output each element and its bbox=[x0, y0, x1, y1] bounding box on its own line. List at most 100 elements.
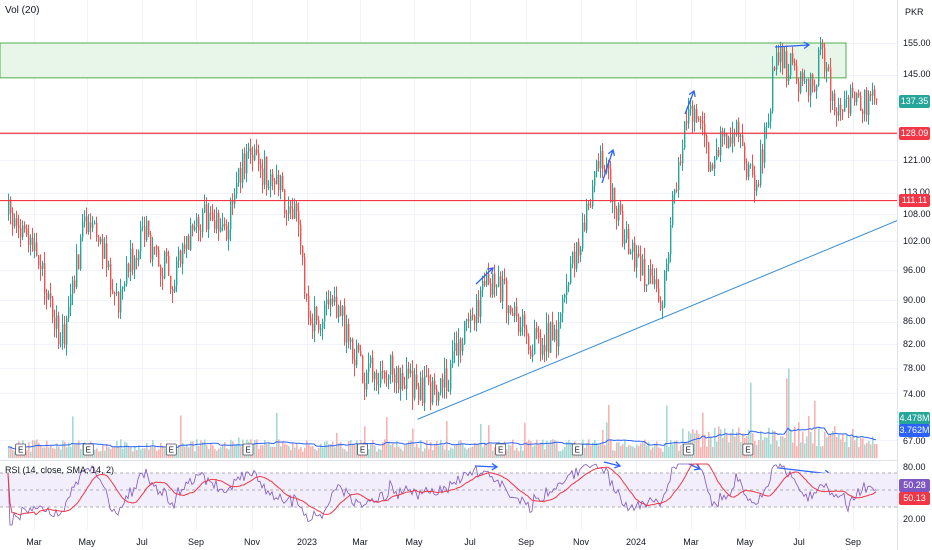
volume-bar bbox=[150, 446, 152, 458]
candle-body bbox=[334, 296, 336, 303]
volume-bar bbox=[728, 442, 730, 458]
candle-body bbox=[802, 72, 804, 82]
volume-ma-line bbox=[7, 426, 877, 450]
candle-body bbox=[60, 343, 62, 345]
volume-bar bbox=[766, 437, 768, 458]
price-tick: 108.00 bbox=[903, 209, 931, 219]
candle-body bbox=[800, 72, 802, 93]
candle-body bbox=[210, 212, 212, 214]
earnings-marker-label: E bbox=[575, 446, 580, 455]
volume-bar bbox=[726, 434, 728, 458]
volume-bar bbox=[488, 425, 490, 458]
candle-body bbox=[762, 149, 764, 163]
candle-body bbox=[296, 203, 298, 212]
candle-body bbox=[420, 377, 422, 400]
volume-bar bbox=[330, 444, 332, 458]
volume-bar bbox=[538, 444, 540, 458]
candle-body bbox=[106, 243, 108, 268]
volume-bar bbox=[630, 445, 632, 458]
volume-bar bbox=[338, 443, 340, 458]
volume-bar bbox=[154, 446, 156, 458]
candle-body bbox=[70, 293, 72, 307]
volume-bar bbox=[786, 378, 788, 458]
volume-bar bbox=[46, 440, 48, 458]
volume-bar bbox=[64, 441, 66, 458]
volume-bar bbox=[190, 441, 192, 458]
rsi-indicator-label[interactable]: RSI (14, close, SMA, 14, 2) bbox=[5, 465, 115, 475]
volume-bar bbox=[322, 447, 324, 458]
volume-bar bbox=[810, 432, 812, 458]
candle-body bbox=[814, 86, 816, 92]
volume-bar bbox=[842, 434, 844, 458]
candle-body bbox=[112, 289, 114, 293]
candle-body bbox=[170, 275, 172, 290]
candle-body bbox=[616, 208, 618, 221]
volume-bar bbox=[860, 438, 862, 458]
candle-body bbox=[168, 255, 170, 276]
volume-bar bbox=[202, 442, 204, 458]
candle-body bbox=[624, 239, 626, 244]
volume-bar bbox=[866, 442, 868, 458]
volume-bar bbox=[826, 437, 828, 458]
volume-bar bbox=[510, 445, 512, 458]
volume-bar bbox=[254, 440, 256, 458]
volume-bar bbox=[628, 445, 630, 458]
volume-bar bbox=[614, 450, 616, 458]
candle-body bbox=[846, 97, 848, 99]
candle-body bbox=[856, 93, 858, 103]
volume-bar bbox=[30, 451, 32, 458]
volume-bar bbox=[800, 442, 802, 458]
candle-body bbox=[412, 370, 414, 399]
volume-bar bbox=[296, 443, 298, 458]
x-tick: Mar bbox=[352, 537, 368, 547]
candle-body bbox=[138, 251, 140, 261]
candle-body bbox=[206, 204, 208, 230]
candle-body bbox=[676, 189, 678, 191]
candle-body bbox=[610, 168, 612, 202]
candle-body bbox=[46, 293, 48, 299]
volume-bar bbox=[874, 443, 876, 458]
candle-body bbox=[750, 164, 752, 166]
candle-body bbox=[480, 289, 482, 317]
candle-body bbox=[728, 137, 730, 149]
volume-bar bbox=[530, 440, 532, 458]
volume-bar bbox=[132, 451, 134, 458]
volume-indicator-label[interactable]: Vol (20) bbox=[5, 5, 40, 16]
price-tick: 67.00 bbox=[903, 436, 926, 446]
candle-body bbox=[780, 46, 782, 63]
volume-bar bbox=[372, 439, 374, 458]
candle-body bbox=[58, 315, 60, 345]
volume-bar bbox=[540, 442, 542, 458]
candle-body bbox=[378, 383, 380, 385]
candle-body bbox=[284, 190, 286, 214]
candle-body bbox=[22, 225, 24, 238]
candle-body bbox=[76, 254, 78, 288]
candle-body bbox=[176, 260, 178, 286]
candle-body bbox=[404, 385, 406, 389]
volume-bar bbox=[600, 444, 602, 458]
volume-bar bbox=[98, 451, 100, 458]
candle-body bbox=[408, 368, 410, 374]
volume-bar bbox=[72, 416, 74, 458]
candle-body bbox=[700, 120, 702, 122]
candle-body bbox=[262, 168, 264, 185]
volume-bar bbox=[102, 445, 104, 458]
arrow-mark bbox=[688, 463, 701, 470]
x-tick: Jul bbox=[793, 537, 805, 547]
candle-body bbox=[504, 278, 506, 281]
candle-body bbox=[506, 280, 508, 314]
volume-bar bbox=[56, 443, 58, 458]
volume-bar bbox=[788, 368, 790, 458]
candle-body bbox=[732, 133, 734, 144]
volume-bar bbox=[416, 443, 418, 458]
volume-bar bbox=[142, 448, 144, 458]
candle-body bbox=[174, 285, 176, 292]
candle-body bbox=[234, 194, 236, 204]
candle-body bbox=[132, 248, 134, 271]
candle-body bbox=[232, 199, 234, 204]
volume-bar bbox=[440, 439, 442, 458]
volume-bar bbox=[556, 441, 558, 458]
candle-body bbox=[324, 304, 326, 322]
volume-bar bbox=[864, 444, 866, 458]
